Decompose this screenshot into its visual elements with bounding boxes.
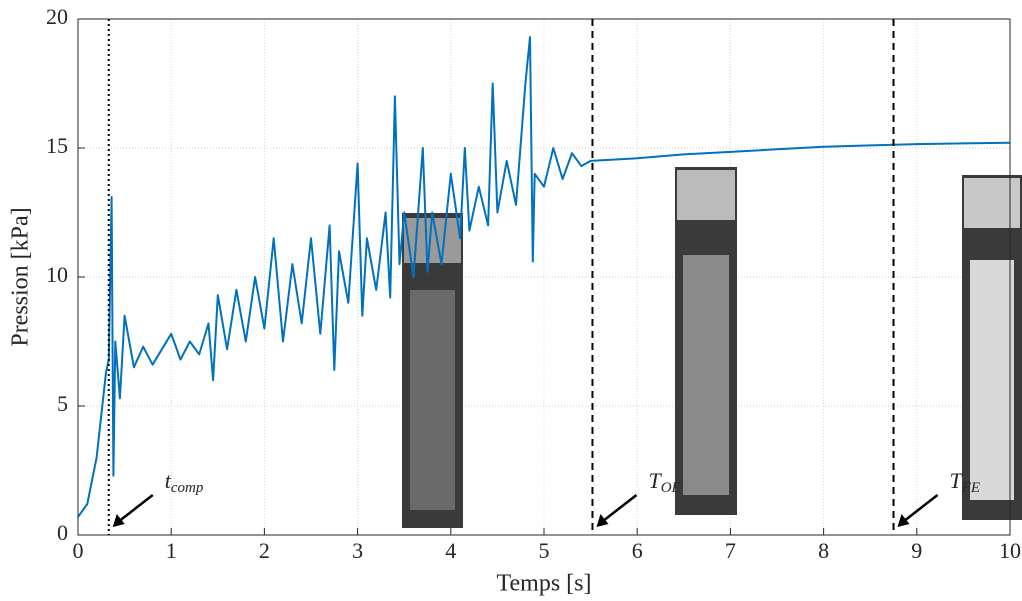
x-tick-label: 8: [818, 538, 829, 563]
x-tick-label: 1: [166, 538, 177, 563]
x-tick-label: 10: [999, 538, 1021, 563]
x-tick-label: 4: [445, 538, 456, 563]
y-axis-title: Pression [kPa]: [8, 207, 34, 346]
event-arrowhead: [897, 514, 910, 527]
event-label: TFE: [950, 468, 981, 496]
event-label-sub: OE: [661, 480, 681, 496]
event-label-sub: comp: [171, 480, 204, 496]
photo-detail: [964, 178, 1020, 228]
photo-detail: [683, 255, 729, 495]
y-tick-label: 20: [46, 4, 68, 29]
photo-detail: [404, 218, 461, 263]
event-label-base: T: [950, 468, 964, 493]
x-axis-title: Temps [s]: [497, 571, 592, 597]
photo-detail: [970, 260, 1014, 500]
event-arrow: [900, 494, 939, 524]
y-tick-label: 0: [57, 520, 68, 545]
x-tick-label: 5: [539, 538, 550, 563]
x-tick-label: 2: [259, 538, 270, 563]
x-tick-label: 6: [632, 538, 643, 563]
x-tick-label: 7: [725, 538, 736, 563]
x-tick-label: 0: [73, 538, 84, 563]
y-tick-label: 10: [46, 262, 68, 287]
photo-detail: [410, 290, 455, 510]
event-label: tcomp: [165, 468, 204, 496]
event-label-base: T: [648, 468, 662, 493]
event-arrowhead: [596, 514, 609, 527]
photo-detail: [677, 170, 735, 220]
event-label-sub: FE: [961, 480, 980, 496]
photos: [402, 167, 1022, 528]
data-line: [77, 36, 1011, 518]
x-tick-label: 9: [911, 538, 922, 563]
x-tick-label: 3: [352, 538, 363, 563]
event-label-base: t: [165, 468, 172, 493]
plot-frame: [77, 18, 1011, 536]
event-label: TOE: [648, 468, 680, 496]
y-tick-label: 15: [46, 133, 68, 158]
event-arrowhead: [112, 514, 125, 527]
grid: [77, 18, 1011, 536]
event-arrow: [599, 494, 638, 524]
event-arrow: [115, 494, 154, 524]
y-tick-label: 5: [57, 391, 68, 416]
